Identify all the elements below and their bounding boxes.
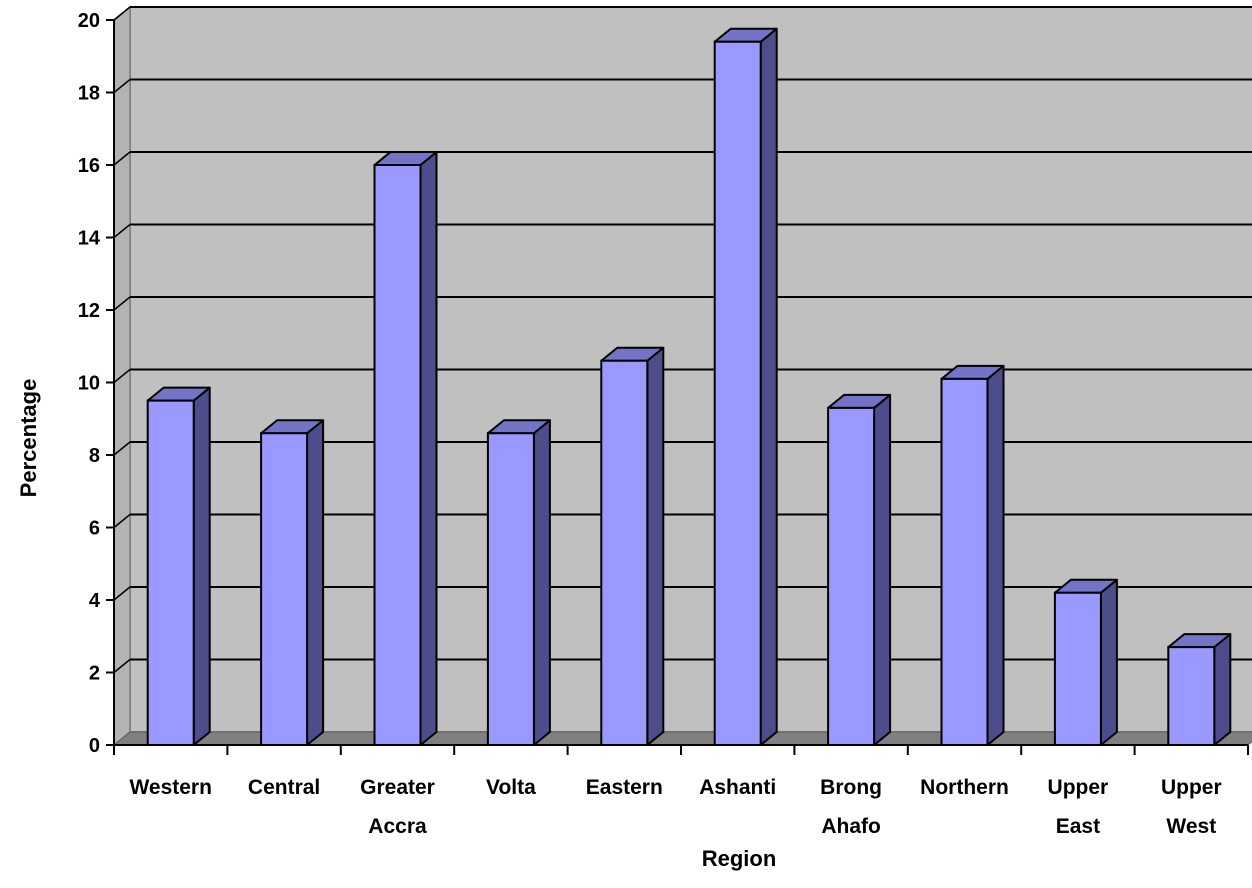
bar: [1167, 633, 1232, 746]
y-tick-label: 8: [89, 445, 100, 467]
x-tick-label-line: Volta: [486, 776, 536, 799]
x-tick-label-line: West: [1166, 815, 1216, 838]
gridline-side: [113, 78, 131, 94]
y-tick-label: 0: [89, 735, 100, 757]
x-tick-label-line: Ahafo: [821, 815, 881, 838]
x-axis-title: Region: [702, 846, 777, 871]
y-tick-label: 16: [78, 155, 100, 177]
x-tick-label: Eastern: [586, 776, 663, 799]
bar-side: [419, 151, 438, 746]
y-axis-title: Percentage: [16, 379, 41, 498]
gridline-side: [113, 441, 131, 456]
y-tick-label: 12: [78, 300, 100, 322]
x-tick-label-line: Northern: [920, 776, 1009, 799]
bar-side: [873, 393, 892, 746]
x-tick-label: Brong Ahafo: [820, 776, 882, 838]
bar-front: [260, 432, 309, 746]
bar-side: [192, 386, 211, 746]
bar: [827, 393, 892, 746]
gridline-side: [113, 658, 131, 674]
bar: [486, 419, 551, 746]
bar-front: [1053, 591, 1102, 746]
x-tick-label-line: Accra: [368, 815, 427, 838]
bars: [146, 27, 1232, 746]
x-tick-label-line: Upper: [1048, 776, 1109, 799]
bar-side: [1213, 633, 1232, 746]
y-tick-label: 14: [78, 228, 101, 250]
bar: [373, 151, 438, 746]
gridline-side: [113, 513, 131, 529]
x-tick-label-line: Brong: [820, 776, 882, 799]
x-tick-label-line: Ashanti: [699, 776, 776, 799]
y-tick-label: 6: [89, 518, 100, 540]
y-tick-label: 4: [89, 590, 101, 612]
x-tick-label-line: Upper: [1161, 776, 1222, 799]
x-tick-label: Northern: [920, 776, 1009, 799]
bar-side: [1099, 578, 1118, 746]
bar-front: [1167, 646, 1216, 746]
bar-front: [600, 359, 649, 746]
bar: [713, 27, 778, 746]
gridline-side: [113, 223, 131, 239]
gridline-side: [113, 6, 131, 21]
bar: [1053, 578, 1118, 746]
bar: [146, 386, 211, 746]
x-tick-label-line: Greater: [360, 776, 435, 799]
bar-front: [827, 406, 876, 746]
bar: [940, 364, 1005, 746]
bar-front: [373, 164, 422, 746]
x-tick-label-line: East: [1056, 815, 1100, 838]
x-tick-label: Upper East: [1048, 776, 1109, 838]
x-tick-label: Ashanti: [699, 776, 776, 799]
x-tick-label: Upper West: [1161, 776, 1222, 838]
gridline-side: [113, 151, 131, 166]
bar-side: [759, 27, 778, 746]
bar-side: [646, 346, 665, 746]
gridline-side: [113, 586, 131, 601]
bar-front: [486, 432, 535, 746]
x-tick-label-line: Eastern: [586, 776, 663, 799]
y-tick-label: 10: [78, 373, 100, 395]
y-tick-label: 2: [89, 663, 100, 685]
y-tick-labels: 0 2 4 6 8 10 12 14 16 18 20: [78, 10, 101, 757]
bar-side: [986, 364, 1005, 746]
bar: [600, 346, 665, 746]
y-tick-label: 20: [78, 10, 100, 32]
x-tick-label: Central: [248, 776, 320, 799]
bar-front: [940, 377, 989, 746]
bar-side: [306, 419, 325, 746]
bar-front: [146, 399, 195, 746]
x-tick-label-line: Western: [129, 776, 211, 799]
y-tick-label: 18: [78, 83, 100, 105]
x-tick-label: Volta: [486, 776, 536, 799]
bar-front: [713, 40, 762, 746]
gridline-side: [113, 368, 131, 384]
x-tick-label: Western: [129, 776, 211, 799]
x-tick-label: Greater Accra: [360, 776, 435, 838]
bar: [260, 419, 325, 746]
x-tick-label-line: Central: [248, 776, 320, 799]
x-tick-labels: Western Central Greater Accra Volta Eastern As…: [129, 776, 1221, 838]
bar-side: [532, 419, 551, 746]
gridline-side: [113, 296, 131, 311]
